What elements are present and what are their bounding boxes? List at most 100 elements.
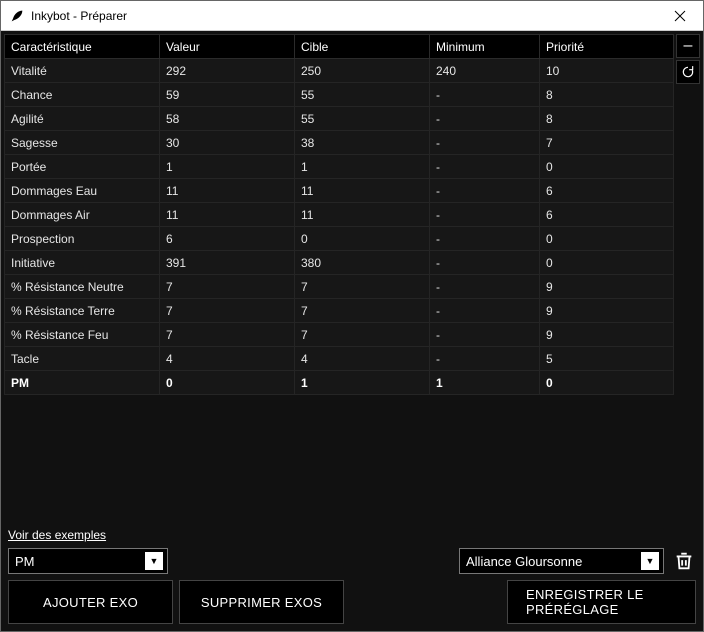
table-row[interactable]: Dommages Air1111-6 [5,203,674,227]
chevron-down-icon: ▼ [145,552,163,570]
table-row[interactable]: Initiative391380-0 [5,251,674,275]
table-cell: 8 [540,107,674,131]
table-row[interactable]: % Résistance Feu77-9 [5,323,674,347]
table-cell: 0 [540,227,674,251]
table-cell: - [430,179,540,203]
table-cell: Dommages Eau [5,179,160,203]
remove-row-button[interactable]: – [676,34,700,58]
table-cell: - [430,275,540,299]
table-cell: % Résistance Feu [5,323,160,347]
table-cell: - [430,83,540,107]
table-cell: Initiative [5,251,160,275]
table-cell: 0 [295,227,430,251]
table-wrap: CaractéristiqueValeurCibleMinimumPriorit… [4,34,700,524]
table-cell: Portée [5,155,160,179]
table-cell: PM [5,371,160,395]
table-cell: 11 [295,203,430,227]
table-cell: - [430,227,540,251]
table-cell: 292 [160,59,295,83]
table-cell: Vitalité [5,59,160,83]
table-header-cell[interactable]: Caractéristique [5,35,160,59]
table-cell: 0 [540,371,674,395]
table-row[interactable]: Portée11-0 [5,155,674,179]
table-cell: 38 [295,131,430,155]
table-cell: 11 [295,179,430,203]
table-cell: Tacle [5,347,160,371]
table-cell: 1 [160,155,295,179]
table-row[interactable]: % Résistance Terre77-9 [5,299,674,323]
table-cell: - [430,107,540,131]
table-cell: 9 [540,299,674,323]
chevron-down-icon: ▼ [641,552,659,570]
table-cell: 55 [295,83,430,107]
table-cell: 7 [295,323,430,347]
save-preset-button[interactable]: ENREGISTRER LE PRÉRÉGLAGE [507,580,696,624]
table-header-cell[interactable]: Priorité [540,35,674,59]
table-cell: 6 [540,179,674,203]
feather-icon [9,8,25,24]
table-row[interactable]: Agilité5855-8 [5,107,674,131]
table-cell: 9 [540,323,674,347]
table-cell: 55 [295,107,430,131]
table-header-cell[interactable]: Valeur [160,35,295,59]
minus-icon: – [684,37,693,55]
table-body: Vitalité29225024010Chance5955-8Agilité 5 8… [5,59,674,395]
table-scroll[interactable]: CaractéristiqueValeurCibleMinimumPriorit… [4,34,674,524]
table-cell: 9 [540,275,674,299]
table-cell: 30 [160,131,295,155]
titlebar: Inkybot - Préparer [1,1,703,31]
app-window: Inkybot - Préparer CaractéristiqueValeur… [0,0,704,632]
table-row[interactable]: % Résistance Neutre77-9 [5,275,674,299]
delete-exos-button[interactable]: SUPPRIMER EXOS [179,580,344,624]
delete-preset-button[interactable] [672,549,696,573]
table-cell: 6 [160,227,295,251]
close-button[interactable] [665,1,695,31]
table-cell: 1 [295,155,430,179]
table-cell: 0 [540,251,674,275]
table-cell: 7 [160,275,295,299]
table-cell: % Résistance Neutre [5,275,160,299]
table-cell: Dommages Air [5,203,160,227]
table-cell: 6 [540,203,674,227]
table-cell: 1 [295,371,430,395]
refresh-button[interactable] [676,60,700,84]
table-cell: - [430,323,540,347]
table-row[interactable]: Tacle44-5 [5,347,674,371]
table-row[interactable]: Vitalité29225024010 [5,59,674,83]
add-exo-button[interactable]: AJOUTER EXO [8,580,173,624]
dropdown-row: PM ▼ Alliance Gloursonne ▼ [8,548,696,574]
table-cell: 4 [160,347,295,371]
table-cell: 7 [160,299,295,323]
table-cell: 5 [540,347,674,371]
table-cell: 240 [430,59,540,83]
table-cell: 391 [160,251,295,275]
table-cell: % Résistance Terre [5,299,160,323]
table-row[interactable]: Dommages Eau1111-6 [5,179,674,203]
exo-dropdown-value: PM [15,554,139,569]
table-cell: 0 [160,371,295,395]
table-cell: - [430,299,540,323]
table-cell: Agilité [5,107,160,131]
table-cell: 380 [295,251,430,275]
bottom-panel: Voir des exemples PM ▼ Alliance Glourson… [4,524,700,628]
table-cell: 11 [160,179,295,203]
table-header-cell[interactable]: Cible [295,35,430,59]
trash-icon [673,550,695,572]
examples-link[interactable]: Voir des exemples [8,526,106,544]
table-cell: 7 [160,323,295,347]
side-toolbar: – [674,34,700,524]
table-cell: 7 [295,299,430,323]
table-cell: 4 [295,347,430,371]
table-cell: 0 [540,155,674,179]
table-cell: 7 [540,131,674,155]
exo-dropdown[interactable]: PM ▼ [8,548,168,574]
table-cell: Prospection [5,227,160,251]
table-row[interactable]: Sagesse3038-7 [5,131,674,155]
preset-dropdown[interactable]: Alliance Gloursonne ▼ [459,548,664,574]
table-header-cell[interactable]: Minimum [430,35,540,59]
refresh-icon [681,65,695,79]
window-title: Inkybot - Préparer [31,9,665,23]
table-row[interactable]: Prospection60-0 [5,227,674,251]
table-row[interactable]: PM0110 [5,371,674,395]
table-row[interactable]: Chance5955-8 [5,83,674,107]
